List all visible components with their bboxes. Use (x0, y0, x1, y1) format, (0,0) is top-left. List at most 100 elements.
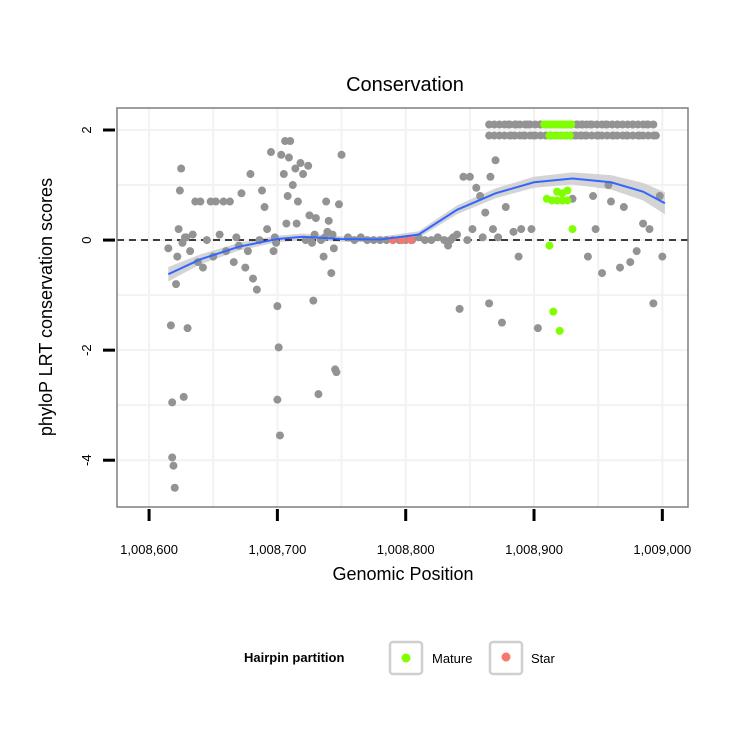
data-point (177, 164, 186, 173)
data-point (626, 258, 635, 267)
data-point (309, 296, 318, 305)
data-point (658, 252, 667, 261)
data-point (514, 252, 523, 261)
data-point (174, 225, 183, 234)
points-layer (164, 120, 667, 492)
data-point (277, 150, 286, 159)
data-point (257, 186, 266, 195)
data-point (455, 304, 464, 313)
data-point (273, 302, 282, 311)
data-point (327, 269, 336, 278)
data-point-star (397, 236, 406, 245)
data-point (533, 324, 542, 333)
data-point (322, 197, 331, 206)
data-point (282, 219, 291, 228)
data-point (292, 219, 301, 228)
data-point (632, 247, 641, 256)
data-point (485, 299, 494, 308)
data-point (246, 170, 255, 179)
data-point (179, 392, 188, 401)
data-point (272, 238, 281, 247)
data-point (314, 390, 323, 399)
data-point (517, 225, 526, 234)
x-axis-title: Genomic Position (332, 564, 473, 584)
x-tick-label: 1,008,800 (377, 542, 435, 557)
y-tick-label: 0 (79, 236, 94, 243)
data-point (308, 238, 317, 247)
y-tick-label: 2 (79, 126, 94, 133)
data-point (619, 203, 628, 212)
data-point (304, 161, 313, 170)
data-point (337, 150, 346, 159)
panel-background (117, 108, 688, 507)
data-point (266, 148, 275, 157)
data-point (175, 186, 184, 195)
data-point (591, 225, 600, 234)
x-tick-label: 1,008,700 (248, 542, 306, 557)
smooth-trend-line (167, 177, 666, 276)
data-point-mature (555, 326, 564, 335)
panel-border (116, 107, 689, 508)
data-point (249, 274, 258, 283)
data-point (260, 203, 269, 212)
data-point (494, 233, 503, 242)
x-tick-label: 1,008,900 (505, 542, 563, 557)
data-point (275, 431, 284, 440)
data-point (433, 233, 442, 242)
data-point-mature (567, 120, 576, 129)
data-point (639, 219, 648, 228)
data-point (183, 324, 192, 333)
data-point (501, 203, 510, 212)
data-point (319, 252, 328, 261)
plot-panel (116, 107, 689, 508)
data-point (273, 395, 282, 404)
data-point (645, 225, 654, 234)
data-point (196, 197, 205, 206)
y-axis: -4 -2 0 2 (79, 126, 115, 466)
data-point (279, 170, 288, 179)
data-point (186, 247, 195, 256)
data-point (329, 244, 338, 253)
data-point (324, 216, 333, 225)
data-point (488, 225, 497, 234)
y-axis-title: phyloP LRT conservation scores (36, 178, 56, 436)
data-point (232, 233, 241, 242)
data-point (211, 197, 220, 206)
data-point (169, 461, 178, 470)
data-point (296, 159, 305, 168)
legend-item-mature: Mature (388, 640, 472, 676)
legend-item-star: Star (488, 640, 556, 676)
data-point (649, 120, 658, 129)
data-point (486, 172, 495, 181)
data-point (453, 230, 462, 239)
data-point (168, 453, 177, 462)
data-point (283, 192, 292, 201)
data-point (299, 170, 308, 179)
data-point (463, 236, 472, 245)
data-point (583, 252, 592, 261)
legend-label-star: Star (531, 651, 556, 666)
data-point-mature (563, 196, 572, 205)
data-point (427, 236, 436, 245)
data-point (420, 236, 429, 245)
legend: Hairpin partition Mature Star (244, 640, 556, 676)
data-point (527, 225, 536, 234)
data-point (311, 214, 320, 223)
data-point (225, 197, 234, 206)
data-point (173, 252, 182, 261)
data-point (291, 164, 300, 173)
data-point (172, 280, 181, 289)
data-point (252, 285, 261, 294)
y-tick-label: -2 (79, 344, 94, 356)
data-point (481, 208, 490, 217)
data-point (170, 483, 179, 492)
data-point (263, 225, 272, 234)
data-point (598, 269, 607, 278)
data-point-mature (549, 307, 558, 316)
data-point (328, 230, 337, 239)
data-point (219, 197, 228, 206)
x-tick-label: 1,008,600 (120, 542, 178, 557)
data-point-mature (545, 241, 554, 250)
data-point (649, 299, 658, 308)
